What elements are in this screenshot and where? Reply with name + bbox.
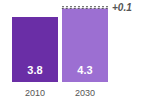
- svg-text:4.3: 4.3: [77, 64, 92, 76]
- svg-text:2010: 2010: [25, 88, 45, 98]
- svg-text:3.8: 3.8: [27, 64, 42, 76]
- svg-text:2030: 2030: [75, 88, 95, 98]
- svg-text:+0.1: +0.1: [112, 2, 132, 13]
